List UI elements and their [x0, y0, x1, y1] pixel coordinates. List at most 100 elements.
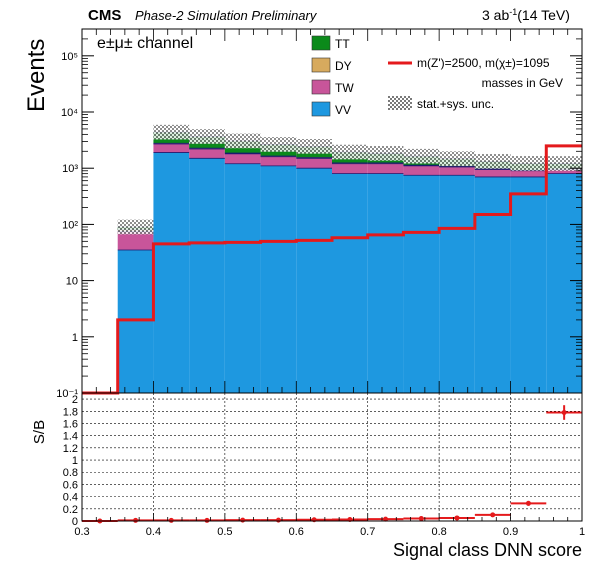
bar-tw-bin-11: [474, 169, 511, 177]
x-axis-label: Signal class DNN score: [393, 540, 582, 560]
ratio-ticks: 00.20.40.60.811.21.41.61.820.3 0.4 0.5 0.6 0…: [63, 394, 585, 538]
legend-unc-label: stat.+sys. unc.: [417, 97, 494, 111]
legend-swatch-tt: [311, 35, 331, 51]
bar-tw-bin-7: [332, 163, 368, 174]
ratio-point-4: [240, 517, 246, 523]
ratio-ytick-label-10: 2: [72, 394, 78, 406]
legend-swatch-tw: [311, 79, 331, 95]
bar-vv-bin-8: [367, 173, 404, 393]
ytick-label-4: 10³: [62, 163, 78, 175]
ytick-label-2: 10: [66, 276, 78, 288]
ratio-xtick-label-5: 0.8: [431, 526, 446, 538]
ratio-ytick-label-7: 1.4: [63, 431, 78, 443]
ratio-ytick-label-9: 1.8: [63, 406, 78, 418]
unc-band-bin-2: [153, 124, 190, 140]
ratio-point-2: [168, 517, 174, 523]
bar-vv-bin-2: [153, 152, 190, 393]
cms-label: CMS: [88, 7, 121, 24]
lumi-label: 3 ab-1(14 TeV): [482, 7, 570, 23]
ytick-label-5: 10⁴: [61, 107, 78, 119]
ratio-ytick-label-6: 1.2: [63, 443, 78, 455]
bar-dy-bin-7: [332, 162, 368, 164]
ratio-xtick-label-0: 0.3: [74, 526, 89, 538]
ratio-ytick-label-0: 0: [72, 516, 78, 528]
ratio-xtick-label-2: 0.5: [217, 526, 232, 538]
ytick-label-1: 1: [72, 332, 78, 344]
unc-band-bin-8: [367, 146, 404, 161]
unc-band-bin-10: [439, 151, 475, 166]
ratio-ytick-label-4: 0.8: [63, 467, 78, 479]
ytick-label-3: 10²: [62, 219, 78, 231]
bar-tw-bin-10: [439, 167, 475, 176]
top-x-ticks: [81, 29, 583, 393]
bar-tw-bin-4: [224, 153, 261, 164]
bar-vv-bin-1: [117, 250, 154, 393]
ytick-label-6: 10⁵: [61, 51, 78, 63]
bar-tw-bin-8: [367, 163, 404, 174]
bar-vv-bin-11: [474, 176, 511, 393]
ratio-ytick-label-8: 1.6: [63, 418, 78, 430]
bar-vv-bin-9: [403, 175, 440, 393]
ratio-frame: [81, 392, 583, 522]
energy-label: (14 TeV): [517, 7, 570, 23]
ratio-point-6: [311, 517, 317, 523]
ytick-label-0: 10⁻¹: [56, 388, 78, 400]
unc-band-bin-9: [403, 148, 440, 164]
ratio-ytick-label-2: 0.4: [63, 492, 78, 504]
bar-tw-bin-1: [117, 231, 154, 251]
bar-tw-bin-12: [510, 170, 547, 177]
y-axis-label-events: Events: [23, 39, 50, 112]
legend-masses-note: masses in GeV: [482, 76, 563, 90]
ratio-point-3: [204, 517, 210, 523]
bar-vv-bin-10: [439, 175, 475, 393]
ratio-point-13: [561, 410, 567, 416]
unc-band-bin-5: [260, 137, 297, 152]
ratio-points: [82, 405, 582, 524]
ratio-ytick-label-1: 0.2: [63, 504, 78, 516]
bar-vv-bin-7: [332, 173, 368, 393]
ratio-panel: 00.20.40.60.811.21.41.61.820.3 0.4 0.5 0.6 0…: [63, 392, 585, 538]
bar-dy-bin-4: [224, 153, 261, 154]
legend-swatch-vv: [311, 101, 331, 117]
legend: TT DY TW VV m(Z')=2500, m(χ±)=1095 masses in …: [311, 35, 563, 117]
signal-step-line: [82, 144, 582, 395]
legend-swatch-dy: [311, 57, 331, 73]
bar-vv-bin-6: [296, 168, 332, 393]
top-panel: 10⁻¹ 1 10 10² 10³ 10⁴ 10⁵: [56, 28, 583, 400]
legend-label-tw: TW: [335, 81, 354, 95]
uncertainty-band: [117, 124, 582, 235]
ratio-point-12: [525, 500, 531, 506]
bar-dy-bin-6: [296, 157, 332, 159]
ratio-xtick-label-3: 0.6: [289, 526, 304, 538]
bar-tw-bin-2: [153, 143, 190, 153]
bar-tw-bin-13: [546, 169, 582, 174]
cms-subtitle: Phase-2 Simulation Preliminary: [135, 8, 318, 23]
ratio-xtick-label-7: 1: [579, 526, 585, 538]
ratio-point-8: [383, 516, 389, 522]
lumi-unit-sup: -1: [509, 7, 517, 17]
unc-band-bin-11: [474, 154, 511, 169]
ratio-point-5: [275, 517, 281, 523]
ratio-xtick-label-6: 0.9: [503, 526, 518, 538]
legend-signal-label: m(Z')=2500, m(χ±)=1095: [417, 56, 550, 70]
ratio-ytick-label-3: 0.6: [63, 479, 78, 491]
bar-tw-bin-9: [403, 165, 440, 176]
unc-band-bin-13: [546, 156, 582, 171]
bar-vv-bin-5: [260, 165, 297, 393]
legend-unc-swatch: [388, 96, 412, 110]
unc-band-bin-4: [224, 133, 261, 149]
ratio-xtick-label-4: 0.7: [360, 526, 375, 538]
bar-tw-bin-5: [260, 156, 297, 166]
bar-vv-bin-3: [189, 158, 225, 393]
bar-tw-bin-3: [189, 148, 225, 159]
unc-band-bin-6: [296, 139, 332, 154]
legend-label-tt: TT: [335, 37, 350, 51]
legend-label-dy: DY: [335, 59, 352, 73]
ratio-grid: [82, 393, 582, 521]
unc-band-bin-1: [117, 219, 154, 235]
unc-band-bin-7: [332, 144, 368, 160]
ratio-point-9: [418, 516, 424, 522]
ratio-point-11: [490, 512, 496, 518]
channel-label: e±μ± channel: [97, 35, 193, 52]
